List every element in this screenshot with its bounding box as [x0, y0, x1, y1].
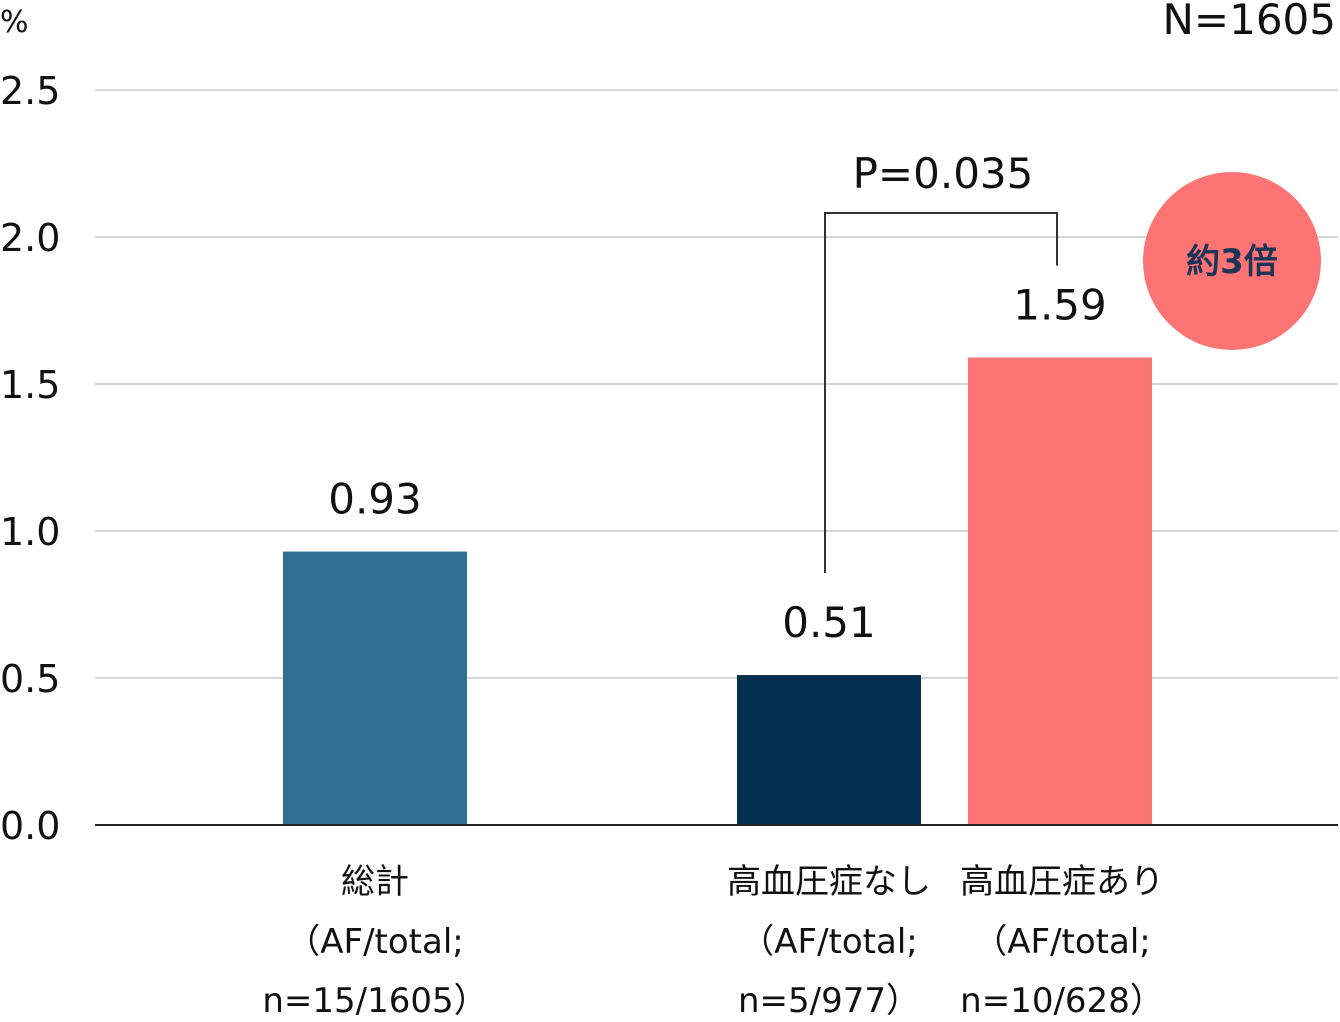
category-label-no-hypertension: 高血圧症なし: [727, 862, 931, 902]
category-sublabel: （AF/total;: [286, 922, 463, 962]
value-labels: 0.93 0.51 1.59: [328, 281, 1107, 648]
y-axis-unit-label: %: [0, 5, 29, 40]
bars: [283, 357, 1152, 825]
category-count: n=15/1605）: [262, 981, 487, 1021]
y-tick-label: 1.0: [0, 510, 60, 554]
y-tick-label: 0.5: [0, 657, 60, 701]
category-sublabel: （AF/total;: [740, 922, 917, 962]
y-tick-label: 2.0: [0, 216, 60, 260]
y-tick-label: 1.5: [0, 363, 60, 407]
category-label-hypertension: 高血圧症あり: [960, 862, 1164, 902]
value-label-hypertension: 1.59: [1013, 281, 1107, 330]
sample-size-label: N=1605: [1163, 0, 1337, 44]
y-tick-label: 2.5: [0, 69, 60, 113]
bar-total: [283, 551, 467, 825]
ratio-badge: [1143, 172, 1321, 350]
ratio-badge-label: 約3倍: [1186, 242, 1278, 282]
y-tick-label: 0.0: [0, 804, 60, 848]
significance-bracket: [824, 212, 1058, 574]
value-label-no-hypertension: 0.51: [782, 598, 876, 647]
category-count: n=10/628）: [960, 981, 1164, 1021]
category-label-total: 総計: [341, 862, 409, 902]
x-axis-categories: 総計 （AF/total; n=15/1605） 高血圧症なし （AF/tota…: [262, 862, 1164, 1021]
bar-hypertension: [968, 357, 1152, 825]
bar-no-hypertension: [737, 675, 921, 825]
category-count: n=5/977）: [738, 981, 920, 1021]
category-sublabel: （AF/total;: [973, 922, 1150, 962]
p-value-label: P=0.035: [853, 149, 1034, 198]
y-axis-ticks: 0.0 0.5 1.0 1.5 2.0 2.5: [0, 69, 60, 848]
value-label-total: 0.93: [328, 475, 422, 524]
